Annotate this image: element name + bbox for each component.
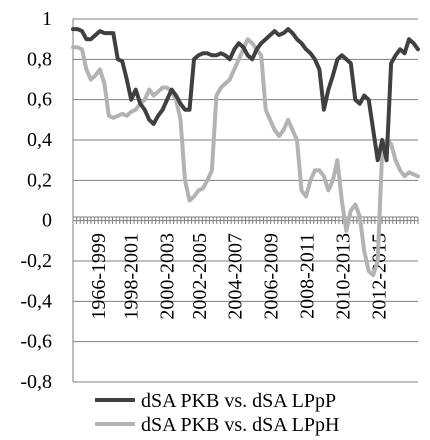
- legend-label: dSA PKB vs. dSA LPpH: [141, 414, 339, 436]
- y-tick-label: -0,2: [20, 250, 52, 272]
- x-tick-label: 2000-2003: [156, 233, 178, 320]
- y-tick-label: 0: [42, 210, 52, 232]
- y-tick-label: 1: [42, 8, 52, 30]
- x-tick-label: 1966-1999: [88, 233, 110, 320]
- y-tick-label: -0,6: [20, 331, 52, 353]
- x-tick-label: 2004-2007: [225, 233, 247, 320]
- series-lines: [71, 27, 420, 278]
- y-tick-label: 0,8: [27, 48, 52, 70]
- x-tick-label: 2012-2015: [368, 233, 390, 320]
- x-tick-label: 2002-2005: [189, 233, 211, 320]
- y-tick-label: 0,4: [27, 129, 52, 151]
- series-line: [71, 37, 420, 278]
- x-tick-label: 2008-2011: [297, 233, 319, 319]
- series-line: [71, 27, 420, 163]
- legend-label: dSA PKB vs. dSA LPpP: [141, 390, 336, 412]
- x-axis: 1966-1999 1998-2001 2000-2003 2002-2005 2004…: [72, 19, 419, 382]
- x-tick-label: 2006-2009: [261, 233, 283, 320]
- y-tick-label: 0,2: [27, 169, 52, 191]
- y-tick-label: 0,6: [27, 89, 52, 111]
- y-axis-tick-labels: 1 0,8 0,6 0,4 0,2 0 -0,2 -0,4 -0,6 -0,8: [20, 8, 52, 393]
- x-tick-label: 2010-2013: [333, 233, 355, 320]
- y-tick-label: -0,8: [20, 371, 52, 393]
- y-tick-label: -0,4: [20, 290, 52, 312]
- x-tick-label: 1998-2001: [121, 233, 143, 320]
